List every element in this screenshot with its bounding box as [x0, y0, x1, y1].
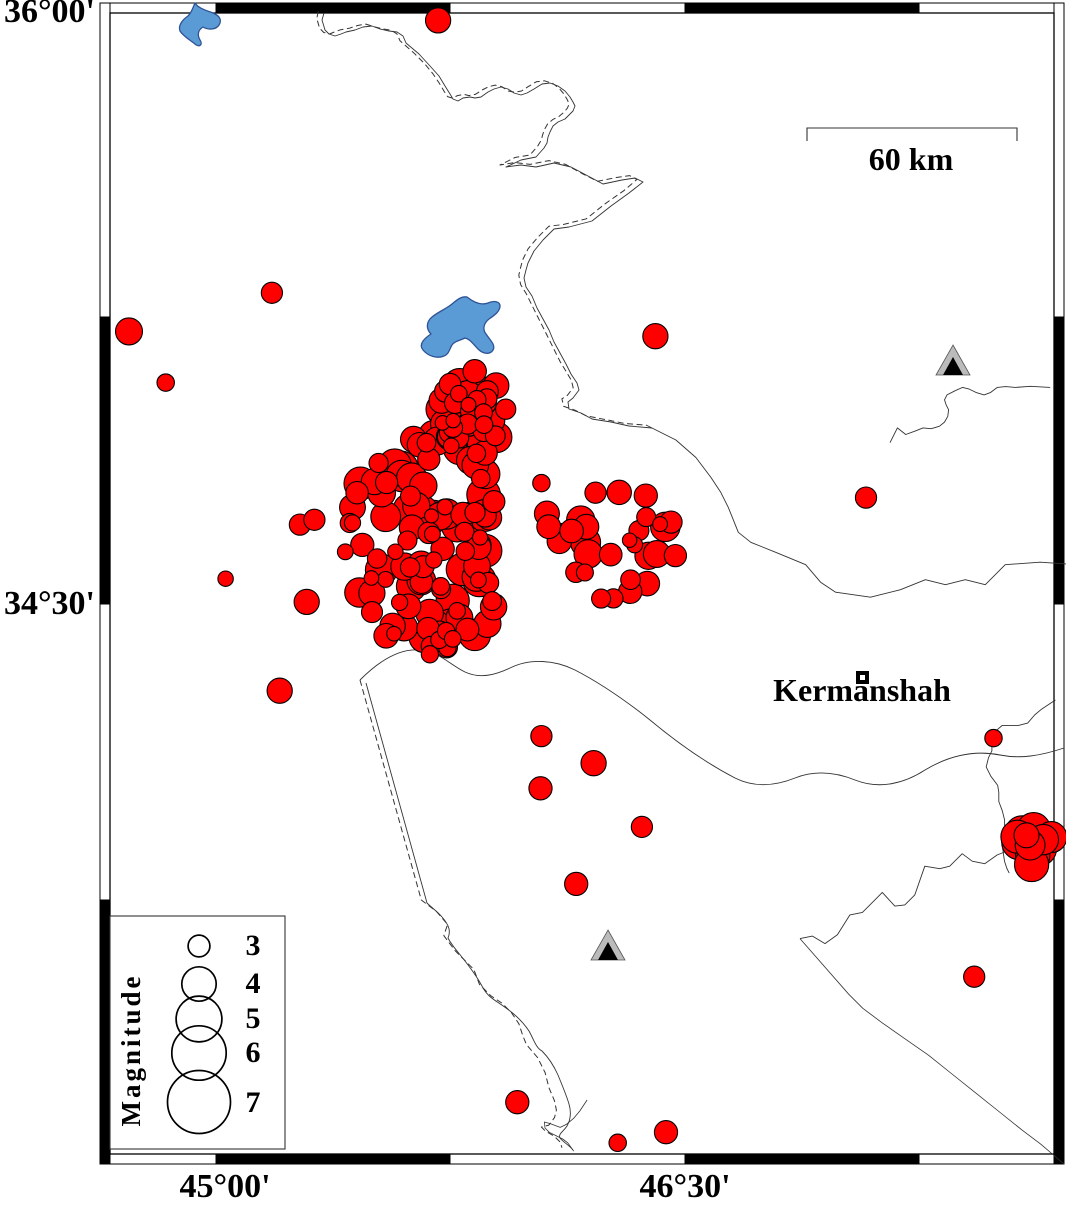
- svg-text:5: 5: [246, 1002, 261, 1035]
- svg-text:6: 6: [246, 1036, 261, 1069]
- svg-text:Kermanshah: Kermanshah: [773, 672, 951, 708]
- svg-text:4: 4: [246, 967, 261, 1000]
- svg-text:60 km: 60 km: [869, 141, 954, 177]
- svg-text:7: 7: [246, 1086, 261, 1119]
- svg-text:Magnitude: Magnitude: [116, 973, 146, 1126]
- svg-text:3: 3: [246, 929, 261, 962]
